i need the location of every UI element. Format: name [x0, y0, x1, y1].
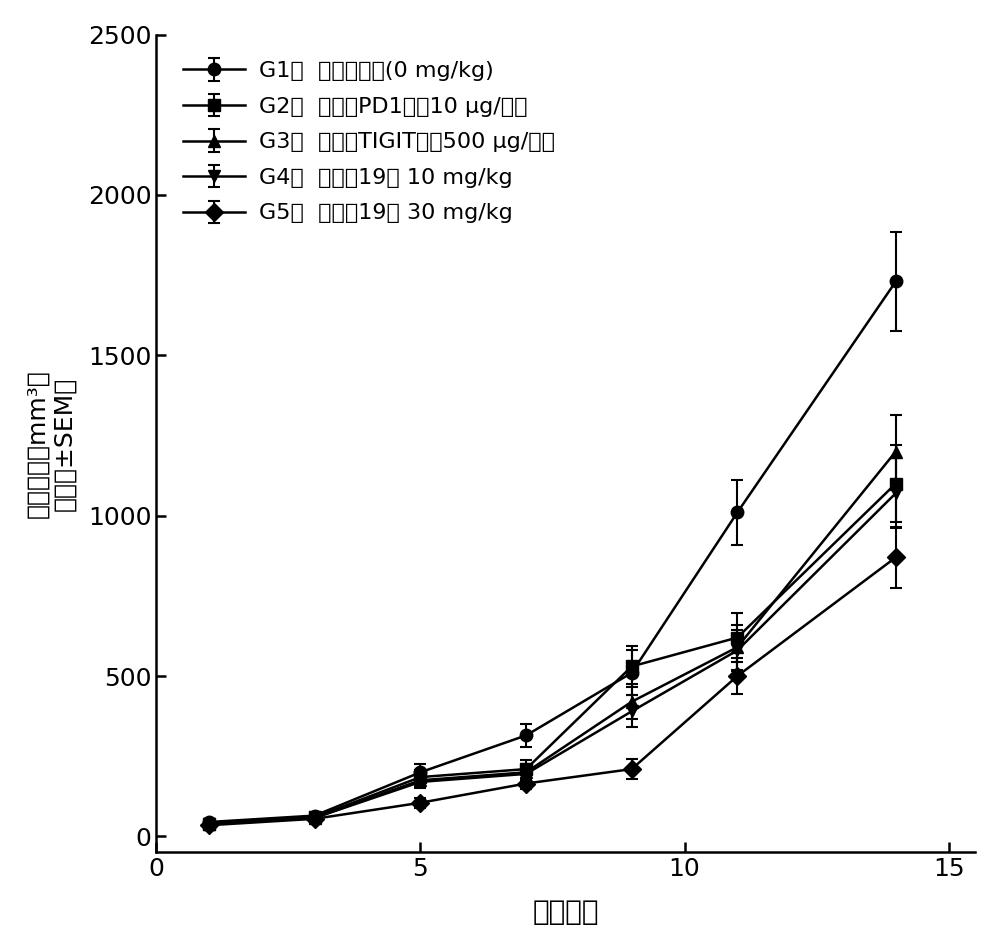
Y-axis label: 肖瘾体积（mm³，
平均値±SEM）: 肖瘾体积（mm³， 平均値±SEM） [25, 369, 77, 518]
X-axis label: 处理天数: 处理天数 [532, 898, 599, 926]
Legend: G1：  媒介物对照(0 mg/kg), G2：  抗小鼠PD1抗体10 μg/动物, G3：  抗小鼠TIGIT抗体500 μg/动物, G4：  化合物19: G1： 媒介物对照(0 mg/kg), G2： 抗小鼠PD1抗体10 μg/动物… [174, 52, 564, 232]
